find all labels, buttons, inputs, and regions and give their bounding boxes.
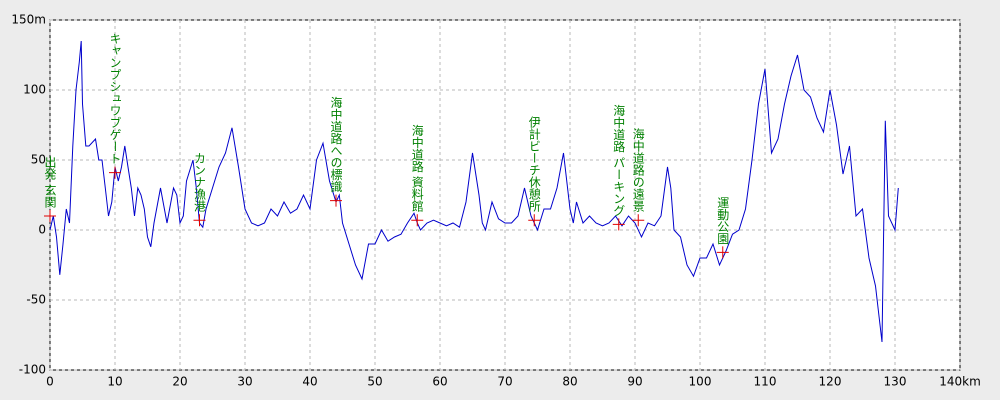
y-tick-label: 50 [31, 153, 46, 167]
annotation-label: 海中道路の遠景 [631, 127, 645, 212]
x-tick-label: 70 [497, 375, 512, 389]
marker [411, 214, 424, 227]
x-tick-label: 60 [432, 375, 447, 389]
marker [330, 194, 342, 207]
annotation-label: 海中道路 資料館 [410, 123, 424, 212]
x-tick-label: 100 [689, 375, 712, 389]
annotation-label: キャンプシュワブゲート [108, 33, 122, 165]
annotation-label: 海中道路への標識 [329, 95, 343, 193]
y-tick-label: 100 [23, 83, 46, 97]
y-tick-label: -100 [19, 363, 46, 377]
marker [44, 210, 56, 222]
x-tick-label: 30 [237, 375, 252, 389]
x-tick-label: 0 [46, 375, 54, 389]
marker [528, 214, 541, 227]
x-tick-label: 90 [627, 375, 642, 389]
x-tick-label: 40 [302, 375, 317, 389]
annotation-label: 運動公園 [716, 196, 730, 244]
x-tick-label: 130 [884, 375, 907, 389]
annotation-label: 伊計ビーチ休憩所 [527, 116, 541, 212]
marker [632, 214, 645, 227]
elevation-line [49, 40, 899, 343]
annotation-label: カンナ漁港 [193, 152, 207, 212]
annotation-label: 出発 玄関 [43, 156, 57, 208]
x-tick-label: 80 [562, 375, 577, 389]
x-tick-label: 140km [939, 375, 981, 389]
x-tick-label: 10 [107, 375, 122, 389]
x-tick-label: 50 [367, 375, 382, 389]
y-tick-label: -50 [26, 293, 46, 307]
x-tick-label: 20 [172, 375, 187, 389]
marker [716, 246, 729, 259]
y-tick-label: 150m [11, 13, 46, 27]
marker [193, 214, 206, 227]
y-tick-label: 0 [38, 223, 46, 237]
annotation-label: 海中道路 パーキング [612, 103, 626, 216]
x-tick-label: 120 [819, 375, 842, 389]
marker [109, 166, 121, 179]
marker [612, 218, 625, 231]
x-tick-label: 110 [754, 375, 777, 389]
